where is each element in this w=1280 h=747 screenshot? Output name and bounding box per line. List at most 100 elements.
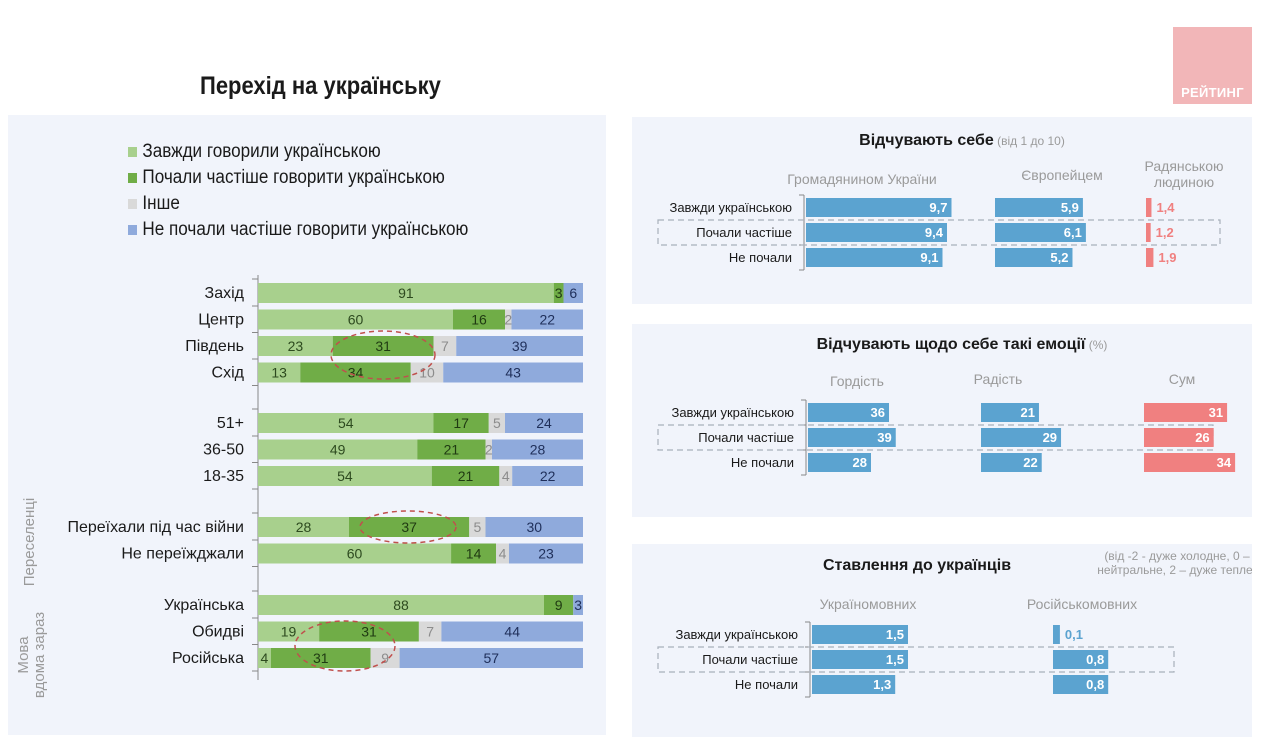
series-header: людиною xyxy=(1154,174,1214,190)
legend-swatch-always xyxy=(128,147,137,157)
legend-label: Завжди говорили українською xyxy=(142,141,381,162)
bar-segment xyxy=(505,309,512,330)
data-label: 23 xyxy=(288,338,304,354)
data-label: 36 xyxy=(871,405,885,420)
bar-segment xyxy=(258,543,452,564)
bar xyxy=(995,248,1073,267)
bar-segment xyxy=(469,517,486,537)
data-label: 22 xyxy=(539,312,555,328)
legend-item-other: Інше xyxy=(128,191,468,217)
attitude-chart: Ставлення до українців (від -2 - дуже хол… xyxy=(657,549,1252,698)
bar-segment xyxy=(488,413,505,433)
data-label: 1,5 xyxy=(886,652,904,667)
legend-swatch-other xyxy=(128,199,137,209)
data-label: 2 xyxy=(504,312,512,328)
category-label: Центр xyxy=(198,312,244,329)
bar-segment xyxy=(258,413,434,433)
data-label: 1,2 xyxy=(1156,225,1174,240)
data-label: 2 xyxy=(485,442,493,458)
bar xyxy=(1053,675,1109,694)
chart-title: Відчувають щодо себе такі емоції (%) xyxy=(817,336,1108,353)
data-label: 6 xyxy=(569,285,577,301)
category-label: Захід xyxy=(205,285,245,302)
data-label: 22 xyxy=(1023,455,1037,470)
data-label: 37 xyxy=(401,519,417,535)
bar-segment xyxy=(258,283,554,303)
feel-self-panel: Відчувають себе (від 1 до 10) Завжди укра… xyxy=(632,117,1252,304)
data-label: 43 xyxy=(505,365,521,381)
bar-segment xyxy=(485,517,583,537)
bar-segment xyxy=(258,648,271,668)
data-label: 9 xyxy=(381,650,389,666)
bar-segment xyxy=(332,336,434,356)
bar-segment xyxy=(553,283,564,303)
bar xyxy=(808,403,889,422)
highlight-ellipse xyxy=(294,620,396,672)
category-label: 18-35 xyxy=(203,468,244,485)
category-label: Завжди українською xyxy=(669,200,792,215)
bar-segment xyxy=(512,466,583,486)
data-label: 5 xyxy=(493,415,501,431)
bar-segment xyxy=(410,362,444,383)
data-label: 29 xyxy=(1043,430,1057,445)
feel-self-chart: Відчувають себе (від 1 до 10) Завжди укра… xyxy=(657,132,1224,271)
category-label: Не переїжджали xyxy=(121,546,244,563)
data-label: 22 xyxy=(540,468,556,484)
bar xyxy=(1053,625,1060,644)
data-label: 17 xyxy=(453,415,469,431)
bar-segment xyxy=(505,413,583,433)
group-label-home-language: Мова xyxy=(15,636,32,674)
legend-label: Почали частіше говорити українською xyxy=(142,167,445,188)
data-label: 31 xyxy=(361,624,377,640)
emotions-chart: Відчувають щодо себе такі емоції (%) Завж… xyxy=(657,336,1236,476)
data-label: 30 xyxy=(526,519,542,535)
category-label: Почали частіше xyxy=(698,430,794,445)
data-label: 5 xyxy=(473,519,481,535)
data-label: 91 xyxy=(398,285,414,301)
data-label: 31 xyxy=(313,650,329,666)
bar xyxy=(808,428,896,447)
legend-item-started: Почали частіше говорити українською xyxy=(128,165,468,191)
data-label: 31 xyxy=(1209,405,1223,420)
bar-segment xyxy=(370,648,400,668)
bar-segment xyxy=(431,466,500,486)
data-label: 44 xyxy=(504,624,520,640)
data-label: 3 xyxy=(555,285,563,301)
data-label: 21 xyxy=(458,468,474,484)
data-label: 21 xyxy=(1020,405,1034,420)
bar-segment xyxy=(258,517,349,537)
data-label: 1,9 xyxy=(1158,250,1176,265)
series-header: Європейцем xyxy=(1021,167,1103,183)
category-label: Обидві xyxy=(192,624,244,641)
bar-segment xyxy=(270,648,371,668)
bar-segment xyxy=(258,309,453,330)
data-label: 9,1 xyxy=(920,250,938,265)
data-label: 7 xyxy=(441,338,449,354)
bar xyxy=(1144,453,1236,472)
data-label: 13 xyxy=(271,365,287,381)
data-label: 6,1 xyxy=(1064,225,1082,240)
bar-segment xyxy=(508,543,583,564)
highlight-row-box xyxy=(657,219,1221,246)
series-header: Радянською xyxy=(1144,158,1223,174)
bar-segment xyxy=(258,439,418,460)
legend-label: Інше xyxy=(142,193,180,214)
category-label: Завжди українською xyxy=(675,627,798,642)
category-label: Переїхали під час війни xyxy=(67,519,244,536)
chart-legend: Завжди говорили українською Почали часті… xyxy=(128,139,506,243)
category-label: Не почали xyxy=(735,677,798,692)
chart-title: Ставлення до українців xyxy=(823,557,1011,574)
group-label-home-language: вдома зараз xyxy=(31,612,48,698)
legend-item-always: Завжди говорили українською xyxy=(128,139,468,165)
bar-segment xyxy=(300,362,411,383)
data-label: 39 xyxy=(512,338,528,354)
bar-segment xyxy=(499,466,513,486)
rating-logo: РЕЙТИНГ xyxy=(1173,27,1252,104)
data-label: 88 xyxy=(393,597,409,613)
data-label: 7 xyxy=(426,624,434,640)
chart-title: Відчувають себе (від 1 до 10) xyxy=(859,132,1065,149)
bar-segment xyxy=(485,439,492,460)
bar xyxy=(806,198,952,217)
bar xyxy=(812,675,896,694)
bar-segment xyxy=(258,362,301,383)
